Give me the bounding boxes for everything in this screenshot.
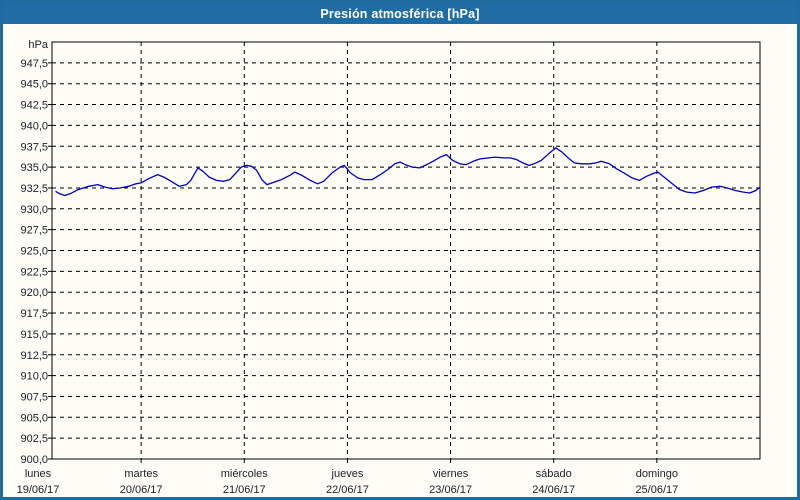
x-date-label: 20/06/17 [120, 484, 163, 496]
y-tick-label: 902,5 [20, 433, 48, 445]
y-tick-label: 937,5 [20, 141, 48, 153]
y-axis-unit-label: hPa [28, 39, 48, 51]
x-day-label: sábado [536, 468, 572, 480]
pressure-line-chart: 947,5 945,0 942,5 940,0 937,5 935,0 932,5 930,0… [17, 39, 761, 496]
x-day-label: miércoles [221, 468, 269, 480]
y-tick-label: 930,0 [20, 204, 48, 216]
y-tick-label: 912,5 [20, 350, 48, 362]
x-date-label: 22/06/17 [326, 484, 369, 496]
x-date-label: 24/06/17 [532, 484, 575, 496]
x-day-label: viernes [433, 468, 469, 480]
x-date-label: 25/06/17 [635, 484, 678, 496]
y-tick-label: 907,5 [20, 391, 48, 403]
x-day-label: domingo [636, 468, 678, 480]
window-titlebar: Presión atmosférica [hPa] [3, 3, 797, 24]
y-tick-label: 922,5 [20, 266, 48, 278]
pressure-line [55, 147, 761, 197]
y-tick-label: 905,0 [20, 412, 48, 424]
y-tick-label: 945,0 [20, 79, 48, 91]
window-title: Presión atmosférica [hPa] [320, 6, 480, 21]
y-tick-label: 900,0 [20, 454, 48, 466]
y-tick-label: 927,5 [20, 225, 48, 237]
y-tick-label: 925,0 [20, 246, 48, 258]
y-tick-label: 917,5 [20, 308, 48, 320]
x-date-label: 23/06/17 [429, 484, 472, 496]
y-tick-label: 910,0 [20, 371, 48, 383]
y-tick-label: 932,5 [20, 183, 48, 195]
y-tick-label: 940,0 [20, 120, 48, 132]
y-tick-label: 920,0 [20, 287, 48, 299]
x-day-label: martes [124, 468, 158, 480]
x-day-label: lunes [25, 468, 52, 480]
y-tick-label: 942,5 [20, 100, 48, 112]
y-tick-label: 935,0 [20, 162, 48, 174]
y-tick-label: 947,5 [20, 58, 48, 70]
x-date-label: 21/06/17 [223, 484, 266, 496]
x-day-label: jueves [331, 468, 364, 480]
y-tick-label: 915,0 [20, 329, 48, 341]
plot-frame [51, 41, 761, 460]
x-date-label: 19/06/17 [17, 484, 60, 496]
